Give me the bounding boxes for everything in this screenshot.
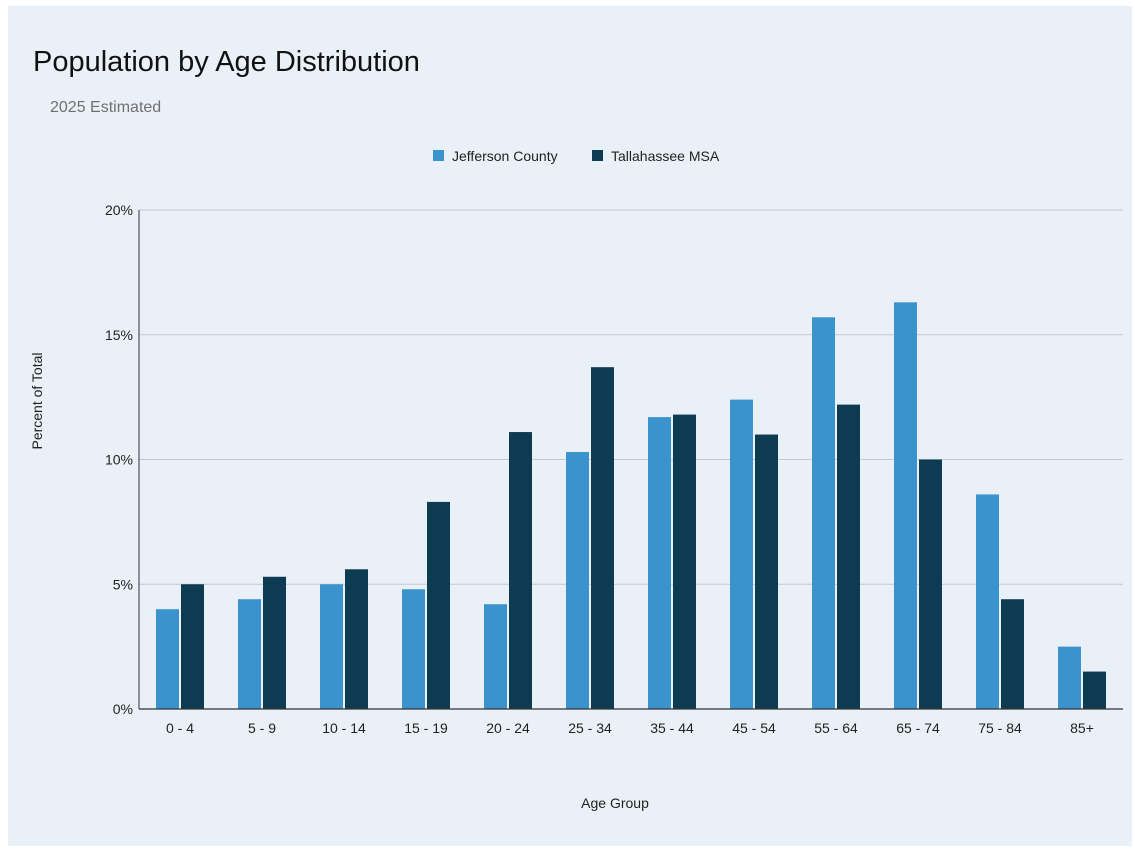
legend: Jefferson County Tallahassee MSA [433,148,720,164]
bar-tallahassee-msa-7 [755,434,778,709]
chart-subtitle: 2025 Estimated [50,99,162,116]
y-axis-label: Percent of Total [29,352,45,449]
bar-jefferson-county-3 [402,589,425,709]
y-tick-label: 15% [105,327,133,343]
x-tick-label: 0 - 4 [166,720,194,736]
bar-jefferson-county-11 [1058,646,1081,709]
legend-swatch [592,150,603,161]
bar-jefferson-county-10 [976,494,999,709]
bar-tallahassee-msa-4 [509,432,532,709]
x-tick-label: 55 - 64 [814,720,858,736]
bar-jefferson-county-5 [566,452,589,709]
x-tick-label: 85+ [1070,720,1094,736]
x-tick-label: 45 - 54 [732,720,776,736]
bar-jefferson-county-7 [730,399,753,709]
bar-tallahassee-msa-11 [1083,671,1106,709]
bar-tallahassee-msa-10 [1001,599,1024,709]
bar-tallahassee-msa-9 [919,459,942,709]
x-axis-ticks: 0 - 4 5 - 9 10 - 14 15 - 19 20 - 24 25 - 34 35… [166,720,1094,736]
gridlines [138,209,1123,709]
bar-tallahassee-msa-2 [345,569,368,709]
chart-card: Population by Age Distribution 2025 Esti… [8,6,1132,846]
x-tick-label: 25 - 34 [568,720,612,736]
bar-jefferson-county-8 [812,317,835,709]
y-tick-label: 10% [105,452,133,468]
bar-tallahassee-msa-3 [427,501,450,709]
x-axis-label: Age Group [581,795,649,811]
x-tick-label: 20 - 24 [486,720,530,736]
y-tick-label: 0% [113,701,133,717]
y-axis-ticks: 0% 5% 10% 15% 20% [105,202,133,717]
legend-label: Tallahassee MSA [611,148,720,164]
bar-jefferson-county-2 [320,584,343,709]
bar-tallahassee-msa-1 [263,576,286,709]
bar-tallahassee-msa-8 [837,404,860,709]
bars [156,302,1106,709]
bar-chart: Jefferson County Tallahassee MSA 0% 5% 10% 1… [29,148,1123,811]
x-tick-label: 10 - 14 [322,720,366,736]
x-tick-label: 15 - 19 [404,720,448,736]
legend-swatch [433,150,444,161]
legend-label: Jefferson County [452,148,558,164]
x-tick-label: 35 - 44 [650,720,694,736]
x-tick-label: 75 - 84 [978,720,1022,736]
bar-jefferson-county-0 [156,609,179,709]
bar-tallahassee-msa-5 [591,367,614,709]
bar-jefferson-county-9 [894,302,917,709]
bar-tallahassee-msa-0 [181,584,204,709]
bar-jefferson-county-4 [484,604,507,709]
y-tick-label: 20% [105,202,133,218]
bar-jefferson-county-1 [238,599,261,709]
x-tick-label: 5 - 9 [248,720,276,736]
x-tick-label: 65 - 74 [896,720,940,736]
bar-tallahassee-msa-6 [673,414,696,709]
bar-jefferson-county-6 [648,417,671,709]
y-tick-label: 5% [113,576,133,592]
chart-title: Population by Age Distribution [33,46,420,78]
